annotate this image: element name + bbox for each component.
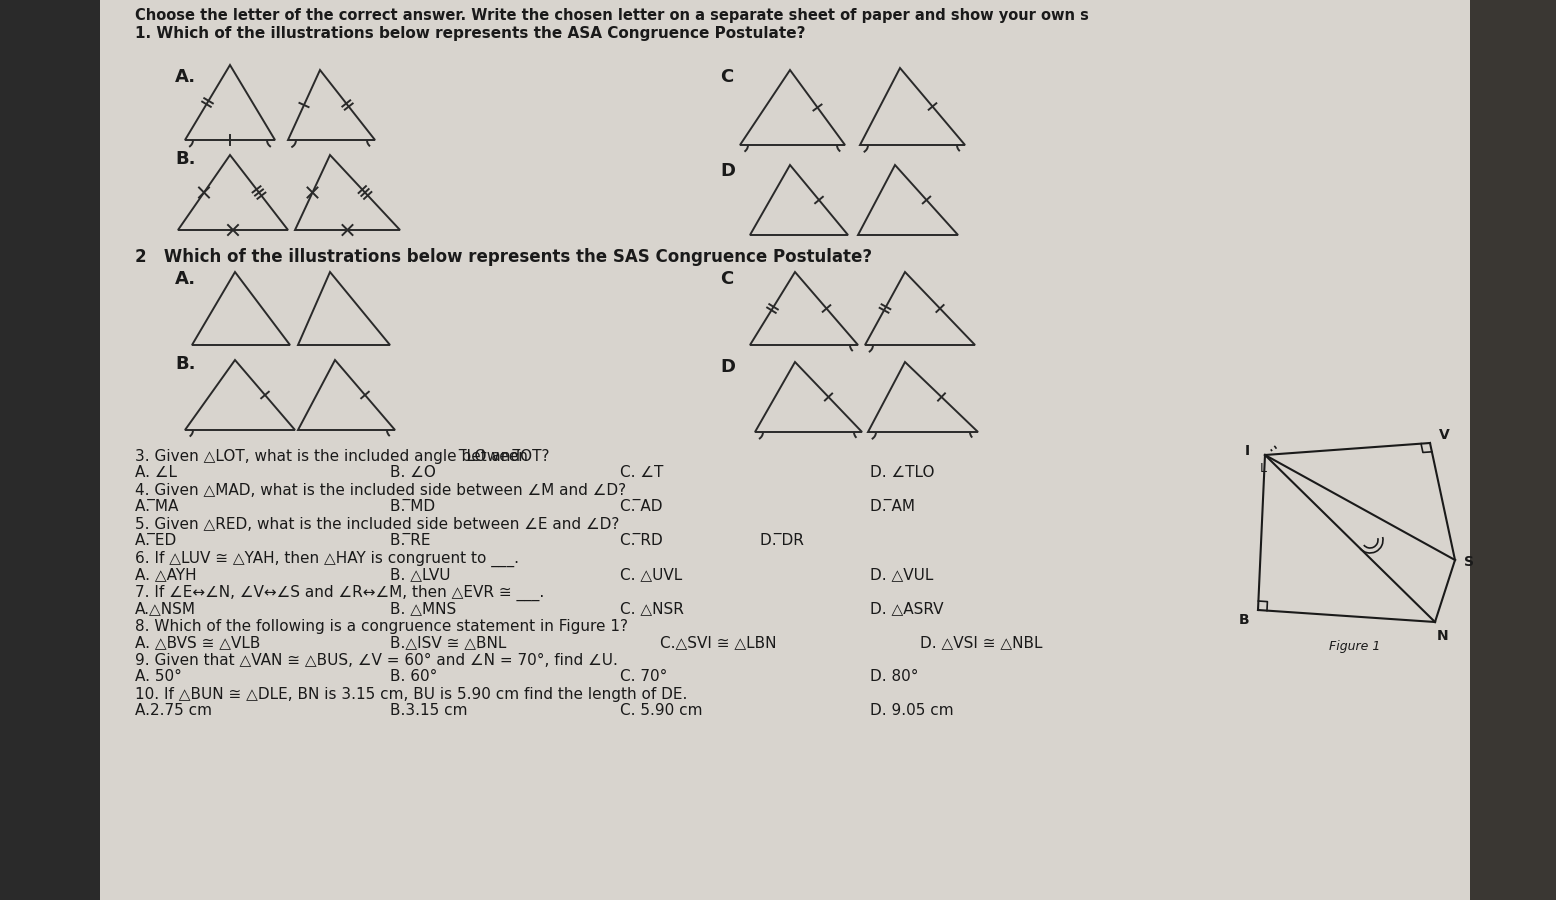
Text: A. ̅ED: A. ̅ED: [135, 533, 176, 548]
Text: 1. Which of the illustrations below represents the ASA Congruence Postulate?: 1. Which of the illustrations below repr…: [135, 26, 806, 41]
Text: A.△NSM: A.△NSM: [135, 601, 196, 616]
Text: B. ̅MD: B. ̅MD: [391, 499, 436, 514]
Text: C. ∠T: C. ∠T: [619, 465, 663, 480]
Text: C: C: [720, 68, 733, 86]
Text: A. ∠L: A. ∠L: [135, 465, 177, 480]
Text: B. 60°: B. 60°: [391, 669, 437, 684]
Text: C. △NSR: C. △NSR: [619, 601, 685, 616]
Text: 8. Which of the following is a congruence statement in Figure 1?: 8. Which of the following is a congruenc…: [135, 619, 629, 634]
Text: 10. If △BUN ≅ △DLE, BN is 3.15 cm, BU is 5.90 cm find the length of DE.: 10. If △BUN ≅ △DLE, BN is 3.15 cm, BU is…: [135, 687, 688, 702]
Text: D: D: [720, 358, 734, 376]
Text: B. ∠O: B. ∠O: [391, 465, 436, 480]
Text: A. 50°: A. 50°: [135, 669, 182, 684]
Text: A. △AYH: A. △AYH: [135, 567, 196, 582]
Text: B. △LVU: B. △LVU: [391, 567, 451, 582]
Text: C: C: [720, 270, 733, 288]
Bar: [0, 0, 100, 900]
Text: C. 70°: C. 70°: [619, 669, 668, 684]
Text: L: L: [1259, 463, 1267, 475]
Text: B. ̅RE: B. ̅RE: [391, 533, 431, 548]
Text: 7. If ∠E↔∠N, ∠V↔∠S and ∠R↔∠M, then △EVR ≅ ___.: 7. If ∠E↔∠N, ∠V↔∠S and ∠R↔∠M, then △EVR …: [135, 585, 545, 601]
Text: 6. If △LUV ≅ △YAH, then △HAY is congruent to ___.: 6. If △LUV ≅ △YAH, then △HAY is congruen…: [135, 551, 520, 567]
Text: Figure 1: Figure 1: [1329, 640, 1380, 653]
Text: A.: A.: [174, 270, 196, 288]
Text: 3. Given △LOT, what is the included angle between: 3. Given △LOT, what is the included angl…: [135, 449, 532, 464]
Text: A.2.75 cm: A.2.75 cm: [135, 703, 212, 718]
Text: 9. Given that △VAN ≅ △BUS, ∠V = 60° and ∠N = 70°, find ∠U.: 9. Given that △VAN ≅ △BUS, ∠V = 60° and …: [135, 653, 618, 668]
Text: D. ∠TLO: D. ∠TLO: [870, 465, 935, 480]
Text: D. 9.05 cm: D. 9.05 cm: [870, 703, 954, 718]
Text: D: D: [720, 162, 734, 180]
Text: C. ̅RD: C. ̅RD: [619, 533, 663, 548]
Text: D. △VSI ≅ △NBL: D. △VSI ≅ △NBL: [920, 635, 1043, 650]
Text: V: V: [1439, 428, 1449, 442]
Text: 4. Given △MAD, what is the included side between ∠M and ∠D?: 4. Given △MAD, what is the included side…: [135, 483, 626, 498]
Text: B.: B.: [174, 355, 196, 373]
Text: ̅LO and̅OT?: ̅LO and̅OT?: [135, 449, 549, 464]
Text: Choose the letter of the correct answer. Write the chosen letter on a separate s: Choose the letter of the correct answer.…: [135, 8, 1089, 23]
Text: C. 5.90 cm: C. 5.90 cm: [619, 703, 702, 718]
Text: B.△ISV ≅ △BNL: B.△ISV ≅ △BNL: [391, 635, 506, 650]
Text: D. ̅AM: D. ̅AM: [870, 499, 915, 514]
Text: A. ̅MA: A. ̅MA: [135, 499, 179, 514]
Text: C. ̅AD: C. ̅AD: [619, 499, 663, 514]
Text: A. △BVS ≅ △VLB: A. △BVS ≅ △VLB: [135, 635, 260, 650]
Text: D. △VUL: D. △VUL: [870, 567, 934, 582]
Text: B: B: [1239, 613, 1249, 627]
Bar: [0, 0, 1556, 30]
Bar: [1470, 0, 1556, 900]
Text: B. △MNS: B. △MNS: [391, 601, 456, 616]
Text: A.: A.: [174, 68, 196, 86]
Text: I: I: [1245, 444, 1249, 458]
Text: 5. Given △RED, what is the included side between ∠E and ∠D?: 5. Given △RED, what is the included side…: [135, 517, 619, 532]
Text: C.△SVI ≅ △LBN: C.△SVI ≅ △LBN: [660, 635, 776, 650]
Text: 2   Which of the illustrations below represents the SAS Congruence Postulate?: 2 Which of the illustrations below repre…: [135, 248, 871, 266]
Text: S: S: [1464, 555, 1474, 569]
Bar: [100, 0, 1470, 900]
Text: B.: B.: [174, 150, 196, 168]
Text: D. 80°: D. 80°: [870, 669, 918, 684]
Text: N: N: [1438, 629, 1449, 643]
Text: D. △ASRV: D. △ASRV: [870, 601, 943, 616]
Text: B.3.15 cm: B.3.15 cm: [391, 703, 467, 718]
Text: D. ̅DR: D. ̅DR: [759, 533, 804, 548]
Text: C. △UVL: C. △UVL: [619, 567, 682, 582]
